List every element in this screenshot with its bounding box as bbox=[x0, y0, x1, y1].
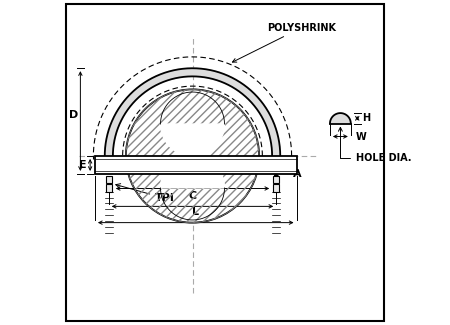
Text: B: B bbox=[188, 173, 197, 183]
Text: POLYSHRINK: POLYSHRINK bbox=[233, 23, 336, 62]
Circle shape bbox=[126, 89, 259, 223]
Polygon shape bbox=[161, 156, 225, 188]
Text: D: D bbox=[68, 110, 78, 120]
Bar bbox=[106, 176, 112, 183]
Circle shape bbox=[176, 139, 209, 173]
Text: TPI: TPI bbox=[116, 184, 175, 203]
Text: W: W bbox=[356, 132, 366, 141]
Polygon shape bbox=[105, 68, 280, 156]
Polygon shape bbox=[330, 113, 351, 124]
Bar bbox=[273, 176, 279, 183]
Text: H: H bbox=[362, 113, 370, 123]
Text: E: E bbox=[79, 160, 87, 170]
Polygon shape bbox=[161, 124, 225, 156]
Text: L: L bbox=[192, 207, 199, 217]
Bar bbox=[273, 185, 279, 192]
Bar bbox=[106, 185, 112, 192]
Text: HOLE DIA.: HOLE DIA. bbox=[338, 127, 411, 162]
Text: A: A bbox=[293, 169, 302, 179]
Bar bbox=[95, 156, 297, 174]
Text: C: C bbox=[189, 191, 197, 201]
